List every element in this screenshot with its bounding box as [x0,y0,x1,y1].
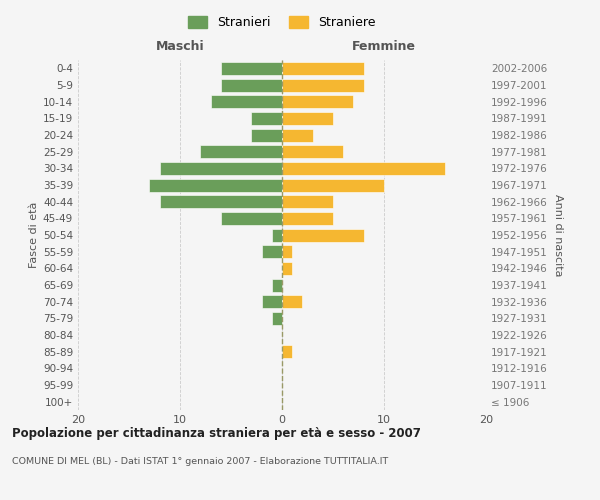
Bar [160,195,282,208]
Bar [200,145,282,158]
Bar [221,62,282,75]
Text: Maschi: Maschi [155,40,205,53]
Bar [282,228,364,241]
Bar [282,128,313,141]
Bar [282,62,364,75]
Bar [282,145,343,158]
Bar [272,312,282,325]
Text: Popolazione per cittadinanza straniera per età e sesso - 2007: Popolazione per cittadinanza straniera p… [12,428,421,440]
Bar [282,95,353,108]
Y-axis label: Fasce di età: Fasce di età [29,202,39,268]
Bar [282,178,384,192]
Bar [282,162,445,175]
Bar [282,345,292,358]
Bar [221,212,282,225]
Bar [262,295,282,308]
Bar [282,112,333,125]
Text: Femmine: Femmine [352,40,416,53]
Bar [251,112,282,125]
Text: COMUNE DI MEL (BL) - Dati ISTAT 1° gennaio 2007 - Elaborazione TUTTITALIA.IT: COMUNE DI MEL (BL) - Dati ISTAT 1° genna… [12,458,388,466]
Bar [211,95,282,108]
Bar [282,212,333,225]
Bar [282,262,292,275]
Bar [282,78,364,92]
Bar [282,195,333,208]
Bar [160,162,282,175]
Bar [272,278,282,291]
Bar [272,228,282,241]
Bar [149,178,282,192]
Bar [251,128,282,141]
Bar [262,245,282,258]
Bar [282,295,302,308]
Bar [221,78,282,92]
Bar [282,245,292,258]
Y-axis label: Anni di nascita: Anni di nascita [553,194,563,276]
Legend: Stranieri, Straniere: Stranieri, Straniere [184,11,380,34]
